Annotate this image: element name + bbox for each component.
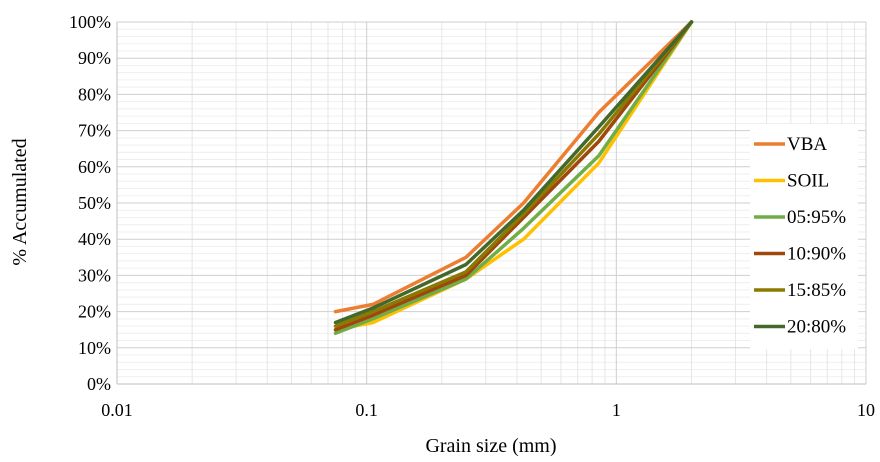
chart-ticks: 0% 10% 20% 30% 40% 50% 60% 70% 80% 90% 100% 0.01 0.1… — [69, 12, 875, 420]
y-tick-label: 100% — [69, 12, 111, 32]
chart-grid — [116, 21, 867, 385]
x-axis-title: Grain size (mm) — [425, 435, 556, 457]
y-tick-label: 40% — [78, 229, 111, 249]
y-tick-label: 70% — [78, 121, 111, 141]
legend-label: 05:95% — [787, 207, 846, 228]
series-line-SOIL — [333, 20, 694, 332]
legend-label: VBA — [787, 134, 827, 155]
chart-series — [333, 20, 694, 336]
legend-label: 15:85% — [787, 280, 846, 301]
chart-legend: VBA SOIL 05:95% 10:90% 15:85% 20:80% — [750, 124, 858, 349]
x-tick-label: 1 — [612, 400, 621, 420]
x-tick-label: 10 — [857, 400, 875, 420]
y-axis-title: % Accumulated — [9, 138, 31, 265]
x-tick-label: 0.01 — [101, 400, 133, 420]
series-line-0595 — [333, 20, 694, 336]
series-line-1585 — [333, 20, 694, 328]
y-tick-label: 10% — [78, 338, 111, 358]
series-line-2080 — [333, 20, 694, 325]
y-tick-label: 0% — [87, 374, 111, 394]
y-tick-label: 20% — [78, 302, 111, 322]
y-tick-label: 90% — [78, 48, 111, 68]
chart-axes — [116, 22, 866, 385]
legend-label: 20:80% — [787, 317, 846, 338]
y-tick-label: 50% — [78, 193, 111, 213]
series-line-VBA — [333, 20, 694, 314]
y-tick-label: 80% — [78, 84, 111, 104]
series-line-1090 — [333, 20, 694, 332]
legend-background — [750, 124, 858, 349]
x-tick-label: 0.1 — [355, 400, 378, 420]
y-tick-label: 30% — [78, 265, 111, 285]
legend-label: 10:90% — [787, 244, 846, 265]
legend-label: SOIL — [787, 171, 829, 192]
y-tick-label: 60% — [78, 157, 111, 177]
